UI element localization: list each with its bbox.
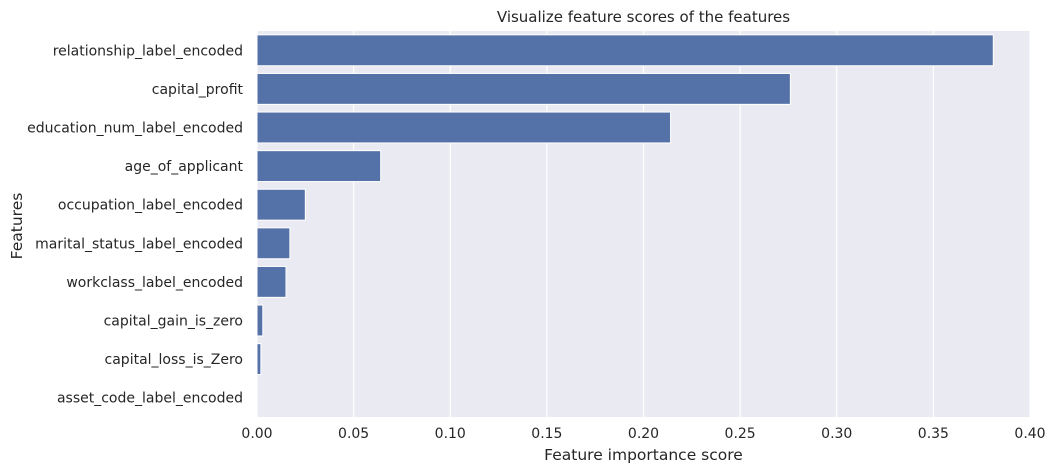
bar-age-of-applicant xyxy=(256,150,382,183)
x-tick-label: 0.15 xyxy=(531,426,562,442)
x-axis-title: Feature importance score xyxy=(544,446,743,464)
y-tick-label: workclass_label_encoded xyxy=(66,275,243,291)
y-tick-label: capital_loss_is_Zero xyxy=(105,352,243,368)
y-tick-label: asset_code_label_encoded xyxy=(57,391,243,407)
y-tick-label: capital_gain_is_zero xyxy=(104,314,243,330)
x-tick-label: 0.20 xyxy=(628,426,659,442)
bar-capital-loss-is-zero xyxy=(256,343,262,376)
y-tick-label: marital_status_label_encoded xyxy=(35,236,243,252)
bars xyxy=(256,34,994,376)
y-tick-label: occupation_label_encoded xyxy=(58,198,243,214)
x-tick-label: 0.40 xyxy=(1014,426,1045,442)
chart-title: Visualize feature scores of the features xyxy=(497,8,790,26)
y-tick-label: age_of_applicant xyxy=(125,159,244,175)
bar-education-num-label-encoded xyxy=(256,111,672,144)
bar-capital-profit xyxy=(256,72,791,105)
bar-workclass-label-encoded xyxy=(256,265,287,298)
y-tick-labels: relationship_label_encoded capital_profit… xyxy=(27,43,243,406)
x-tick-label: 0.30 xyxy=(821,426,852,442)
y-tick-label: relationship_label_encoded xyxy=(53,43,243,59)
x-tick-label: 0.35 xyxy=(918,426,949,442)
x-tick-label: 0.05 xyxy=(338,426,369,442)
y-tick-label: capital_profit xyxy=(152,82,244,98)
y-tick-label: education_num_label_encoded xyxy=(27,121,243,137)
bar-capital-gain-is-zero xyxy=(256,304,264,337)
bar-occupation-label-encoded xyxy=(256,188,306,221)
bar-marital-status-label-encoded xyxy=(256,227,291,260)
x-tick-label: 0.00 xyxy=(241,426,272,442)
x-tick-label: 0.25 xyxy=(725,426,756,442)
x-tick-labels: 0.00 0.05 0.10 0.15 0.20 0.25 0.30 0.35 0.40 xyxy=(241,426,1045,442)
y-axis-title: Features xyxy=(8,193,26,260)
x-tick-label: 0.10 xyxy=(435,426,466,442)
bar-relationship-label-encoded xyxy=(256,34,994,67)
